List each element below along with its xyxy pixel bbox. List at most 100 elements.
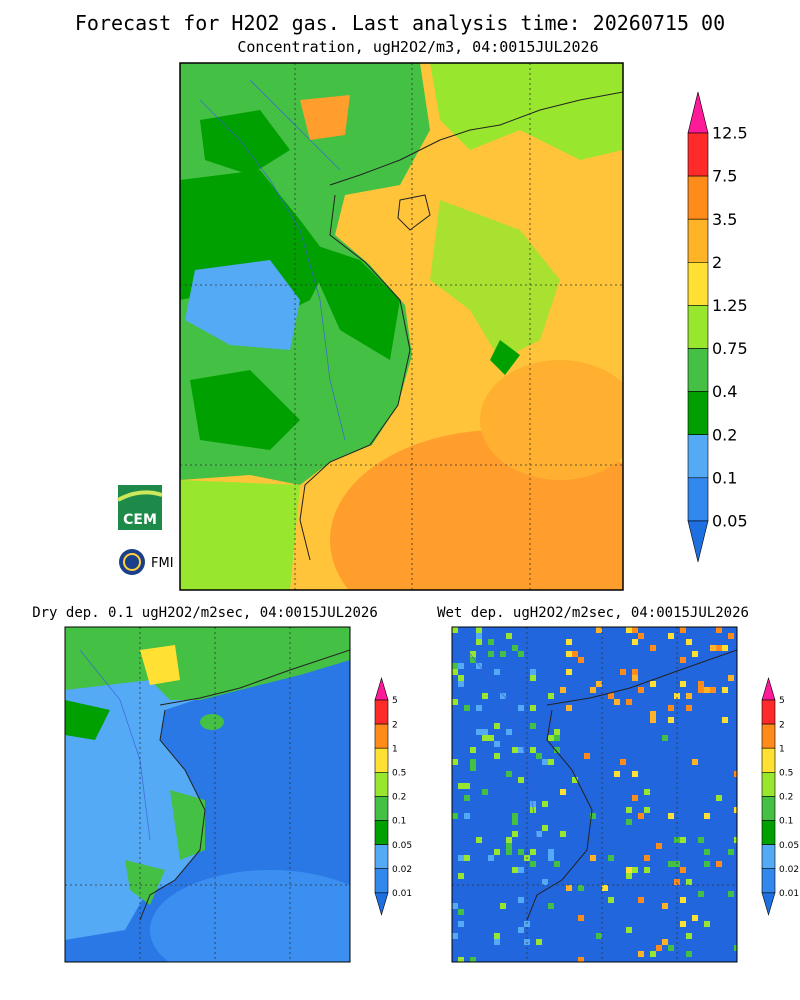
wet-cell	[488, 651, 494, 657]
wet-cell	[716, 645, 722, 651]
wet-cell	[734, 771, 737, 777]
wet-cell	[506, 633, 512, 639]
wet-cell	[548, 849, 554, 855]
colorbar-bottom	[687, 520, 709, 562]
wet-cell	[584, 753, 590, 759]
colorbar-segment	[687, 477, 709, 522]
wet-cell	[530, 747, 536, 753]
wet-cell	[482, 789, 488, 795]
wet-cell	[632, 771, 638, 777]
wet-cell	[518, 747, 524, 753]
wet-cell	[704, 849, 710, 855]
dry-title: Dry dep. 0.1 ugH2O2/m2sec, 04:0015JUL202…	[32, 605, 378, 621]
wet-cell	[686, 705, 692, 711]
wet-cell	[656, 843, 662, 849]
wet-cell	[554, 735, 560, 741]
wet-cell	[452, 903, 458, 909]
colorbar-label: 0.1	[712, 468, 737, 487]
wet-cell	[500, 903, 506, 909]
wet-cell	[674, 693, 680, 699]
wet-cell	[632, 669, 638, 675]
dry-frame	[64, 626, 351, 963]
wet-cell	[662, 939, 668, 945]
wet-cell	[542, 801, 548, 807]
wet-cell	[554, 729, 560, 735]
wet-cell	[512, 813, 518, 819]
colorbar-segment	[687, 261, 709, 306]
colorbar-segment	[374, 820, 389, 845]
wet-cell	[464, 783, 470, 789]
wet-cell	[506, 771, 512, 777]
wet-cell	[596, 681, 602, 687]
wet-cell	[686, 951, 692, 957]
wet-cell	[512, 867, 518, 873]
colorbar-label: 2	[392, 720, 398, 730]
colorbar-label: 2	[779, 720, 785, 730]
wet-cell	[530, 723, 536, 729]
wet-cell	[668, 813, 674, 819]
wet-cell	[704, 861, 710, 867]
wet-title: Wet dep. ugH2O2/m2sec, 04:0015JUL2026	[437, 605, 749, 621]
colorbar-segment	[761, 747, 776, 773]
wet-cell	[518, 777, 524, 783]
wet-cell	[704, 813, 710, 819]
wet-cell	[680, 921, 686, 927]
wet-cell	[530, 669, 536, 675]
wet-cell	[734, 945, 737, 951]
wet-cell	[512, 819, 518, 825]
wet-cell	[488, 639, 494, 645]
colorbar-top	[687, 91, 709, 134]
wet-cell	[710, 687, 716, 693]
wet-cell	[710, 645, 716, 651]
wet-cell	[578, 657, 584, 663]
wet-cell	[644, 855, 650, 861]
wet-cell	[530, 675, 536, 681]
wet-cell	[578, 957, 584, 962]
wet-cell	[530, 861, 536, 867]
wet-cell	[542, 879, 548, 885]
wet-cell	[614, 771, 620, 777]
wet-cell	[554, 861, 560, 867]
wet-cell	[692, 651, 698, 657]
colorbar-segment	[374, 868, 389, 894]
colorbar-label: 0.5	[392, 768, 406, 778]
colorbar-segment	[374, 747, 389, 773]
wet-cell	[728, 675, 734, 681]
colorbar-label: 5	[779, 696, 785, 706]
wet-cell	[668, 945, 674, 951]
wet-cell	[644, 867, 650, 873]
wet-cell	[734, 837, 737, 843]
wet-cell	[620, 669, 626, 675]
wet-cell	[494, 723, 500, 729]
wet-cell	[704, 921, 710, 927]
wet-cell	[458, 681, 464, 687]
colorbar-label: 0.1	[392, 817, 406, 827]
colorbar-label: 7.5	[712, 167, 737, 186]
wet-cell	[650, 711, 656, 717]
wet-cell	[626, 867, 632, 873]
colorbar-label: 0.2	[712, 425, 737, 444]
wet-cell	[590, 813, 596, 819]
wet-cell	[548, 855, 554, 861]
wet-cell	[518, 927, 524, 933]
wet-cell	[638, 813, 644, 819]
fmi-logo: FMI	[119, 549, 174, 575]
colorbar-label: 0.1	[779, 817, 793, 827]
wet-cell	[482, 735, 488, 741]
wet-cell	[638, 897, 644, 903]
wet-cell	[608, 897, 614, 903]
wet-cell	[728, 849, 734, 855]
colorbar-segment	[761, 868, 776, 894]
colorbar-label: 0.02	[392, 865, 412, 875]
wet-cell	[560, 789, 566, 795]
wet-cell	[518, 897, 524, 903]
colorbar-segment	[687, 434, 709, 479]
wet-cell	[536, 831, 542, 837]
wet-cell	[452, 759, 458, 765]
wet-cell	[518, 867, 524, 873]
wet-cell	[716, 795, 722, 801]
wet-cell	[530, 705, 536, 711]
wet-cell	[452, 663, 458, 669]
wet-cell	[560, 687, 566, 693]
wet-cell	[458, 957, 464, 962]
